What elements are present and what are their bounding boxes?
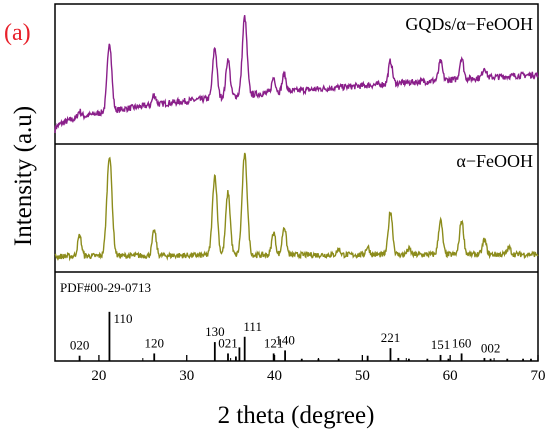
reference-peak-label: 110 xyxy=(113,311,132,326)
series-label: α−FeOOH xyxy=(456,151,533,171)
reference-peak-label: 021 xyxy=(218,335,238,350)
x-tick-label: 30 xyxy=(179,368,194,384)
x-tick-label: 70 xyxy=(531,368,546,384)
x-tick-label: 60 xyxy=(443,368,458,384)
reference-peak-label: 111 xyxy=(243,319,262,334)
reference-peak-label: 160 xyxy=(452,335,472,350)
x-axis-label: 2 theta (degree) xyxy=(218,402,375,429)
panel-label: (a) xyxy=(4,20,31,46)
reference-peak-label: 120 xyxy=(144,335,164,350)
x-tick-label: 20 xyxy=(91,368,106,384)
reference-title: PDF#00-29-0713 xyxy=(60,280,151,295)
x-tick-label: 50 xyxy=(355,368,370,384)
series-layer: GQDs/α−FeOOH α−FeOOH xyxy=(54,14,539,262)
reference-peak-label: 151 xyxy=(431,337,451,352)
plot-frame xyxy=(54,3,539,362)
x-tick-label: 40 xyxy=(267,368,282,384)
reference-peak-label: 002 xyxy=(481,341,501,356)
reference-peak-label: 130 xyxy=(205,324,225,339)
reference-peak-label: 121 xyxy=(264,335,284,350)
reference-peak-label: 140 xyxy=(275,332,295,347)
reference-peak-label: 020 xyxy=(70,338,90,353)
xrd-series-line xyxy=(54,152,539,262)
series-label: GQDs/α−FeOOH xyxy=(405,14,533,34)
y-axis-label: Intensity (a.u) xyxy=(10,106,37,246)
plot-border xyxy=(54,3,539,362)
xrd-series-line xyxy=(54,15,539,134)
reference-peak-label: 221 xyxy=(381,330,401,345)
x-axis: 20 30 40 50 60 70 xyxy=(54,355,546,384)
